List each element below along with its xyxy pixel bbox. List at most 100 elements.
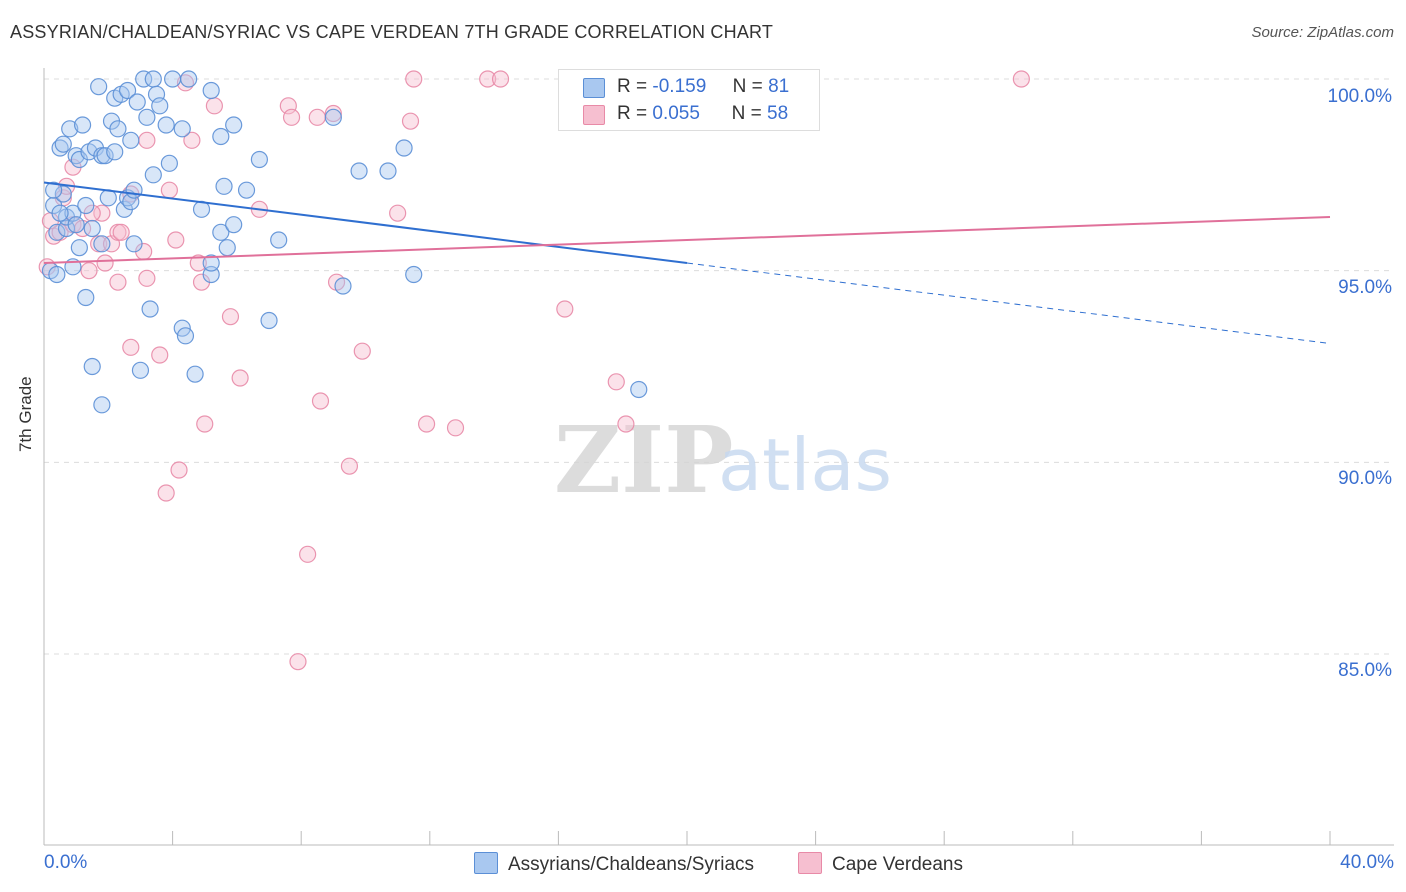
data-point xyxy=(138,131,156,149)
data-point xyxy=(183,131,201,149)
data-point xyxy=(189,254,207,272)
data-point xyxy=(324,108,342,126)
trend-line-assyrians-extension xyxy=(686,262,1331,344)
data-point xyxy=(170,461,188,479)
data-point xyxy=(93,235,111,253)
data-point xyxy=(135,70,153,88)
data-point xyxy=(77,196,95,215)
data-point xyxy=(83,219,101,238)
data-point xyxy=(202,81,220,100)
data-point xyxy=(106,143,124,161)
data-point xyxy=(212,127,230,146)
data-point xyxy=(607,373,625,391)
source-label: Source: ZipAtlas.com xyxy=(1251,24,1394,41)
data-point xyxy=(225,216,243,234)
data-point xyxy=(630,380,648,399)
data-point xyxy=(446,419,465,437)
data-point xyxy=(90,78,108,96)
watermark-atlas: atlas xyxy=(718,423,892,507)
data-point xyxy=(202,254,220,272)
r-label: R = xyxy=(617,76,648,97)
axes xyxy=(43,68,1394,846)
data-point xyxy=(73,116,92,134)
data-point xyxy=(70,239,88,257)
data-point xyxy=(289,653,307,671)
data-point xyxy=(151,346,169,364)
y-tick-label: 90.0% xyxy=(1338,468,1392,489)
bottom-legend-assyrians: Assyrians/Chaldeans/Syriacs xyxy=(474,852,754,876)
data-point xyxy=(80,262,98,280)
data-point xyxy=(173,120,191,138)
data-point xyxy=(77,288,95,307)
data-point xyxy=(157,484,175,502)
n-label: N = xyxy=(731,103,762,124)
data-point xyxy=(401,112,420,130)
data-point xyxy=(141,300,159,318)
data-point xyxy=(617,415,635,433)
data-point xyxy=(112,223,130,241)
data-point xyxy=(125,181,143,199)
data-point xyxy=(215,177,233,195)
data-point xyxy=(350,162,368,180)
n-label: N = xyxy=(732,76,763,97)
data-point xyxy=(54,185,72,203)
legend-label: Assyrians/Chaldeans/Syriacs xyxy=(508,854,755,875)
r-value: -0.159 xyxy=(652,76,707,97)
trend-line-assyrians xyxy=(43,181,688,264)
data-point xyxy=(144,70,162,88)
data-point xyxy=(299,545,317,563)
data-point xyxy=(180,70,198,88)
data-point xyxy=(144,166,162,184)
n-value: 58 xyxy=(767,103,789,124)
data-point xyxy=(93,204,111,222)
data-point xyxy=(221,308,240,326)
data-point xyxy=(128,93,146,111)
data-point xyxy=(93,396,111,414)
data-point xyxy=(118,81,137,100)
data-point xyxy=(160,181,178,199)
data-point xyxy=(405,265,423,284)
data-point xyxy=(109,273,127,291)
legend-swatch-pink xyxy=(798,852,822,874)
data-point xyxy=(122,131,140,149)
trend-line-cape-verdeans xyxy=(43,216,1331,264)
data-point xyxy=(353,342,371,360)
data-point xyxy=(1012,70,1030,88)
data-point xyxy=(212,223,230,241)
y-axis-label: 7th Grade xyxy=(16,376,35,452)
y-tick-label: 100.0% xyxy=(1327,86,1392,107)
data-point xyxy=(389,204,407,222)
data-point xyxy=(96,254,114,272)
data-point xyxy=(340,457,359,475)
data-point xyxy=(491,70,510,88)
data-point xyxy=(160,154,178,172)
data-point xyxy=(237,181,256,199)
data-point xyxy=(556,300,574,318)
data-point xyxy=(61,120,79,138)
x-tick-label-max: 40.0% xyxy=(1340,852,1394,873)
watermark-zip: ZIP xyxy=(554,406,733,514)
data-point xyxy=(96,147,114,165)
r-label: R = xyxy=(617,103,648,124)
data-point xyxy=(109,120,127,138)
data-point xyxy=(334,277,352,295)
grid-lines xyxy=(44,78,1394,655)
data-point xyxy=(125,235,143,253)
data-point xyxy=(54,135,72,153)
data-point xyxy=(48,223,66,241)
bottom-legend-cape-verdeans: Cape Verdeans xyxy=(798,852,963,876)
data-point xyxy=(324,104,342,123)
trend-lines xyxy=(43,181,1331,344)
data-point xyxy=(196,415,214,433)
r-value: 0.055 xyxy=(652,103,700,124)
data-point xyxy=(395,139,413,157)
data-point xyxy=(48,265,66,284)
data-point xyxy=(67,216,85,234)
legend-swatch-blue xyxy=(583,78,605,98)
data-point xyxy=(225,116,243,134)
data-point xyxy=(311,392,330,410)
n-value: 81 xyxy=(768,76,790,97)
data-point xyxy=(122,338,140,356)
